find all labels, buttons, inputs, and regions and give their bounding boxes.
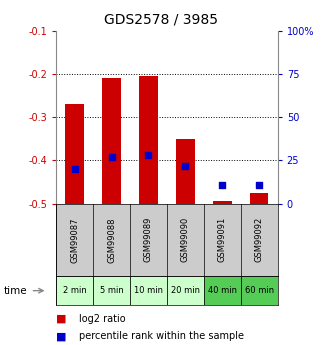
Text: percentile rank within the sample: percentile rank within the sample [79, 332, 244, 341]
Bar [93, 276, 130, 305]
Text: 20 min: 20 min [171, 286, 200, 295]
Bar [102, 79, 121, 204]
Text: GSM99087: GSM99087 [70, 217, 79, 263]
Bar [204, 276, 241, 305]
Bar [65, 104, 84, 204]
Bar [213, 201, 231, 204]
Text: GDS2578 / 3985: GDS2578 / 3985 [103, 12, 218, 26]
Text: 60 min: 60 min [245, 286, 274, 295]
Text: time: time [3, 286, 27, 296]
Bar [241, 276, 278, 305]
Text: 40 min: 40 min [208, 286, 237, 295]
Bar [176, 139, 195, 204]
Text: GSM99090: GSM99090 [181, 217, 190, 263]
Text: ■: ■ [56, 332, 67, 341]
Point [220, 182, 225, 187]
Bar [139, 76, 158, 204]
Point [72, 166, 77, 172]
Text: 10 min: 10 min [134, 286, 163, 295]
Bar [56, 276, 93, 305]
Text: GSM99091: GSM99091 [218, 217, 227, 263]
Bar [167, 276, 204, 305]
Text: GSM99088: GSM99088 [107, 217, 116, 263]
Bar [130, 276, 167, 305]
Text: GSM99089: GSM99089 [144, 217, 153, 263]
Text: ■: ■ [56, 314, 67, 324]
Text: 5 min: 5 min [100, 286, 123, 295]
Text: 2 min: 2 min [63, 286, 86, 295]
Point [256, 182, 262, 187]
Point [109, 154, 114, 160]
Point [183, 163, 188, 168]
Point [146, 152, 151, 158]
Text: log2 ratio: log2 ratio [79, 314, 125, 324]
Bar [250, 193, 268, 204]
Text: GSM99092: GSM99092 [255, 217, 264, 263]
